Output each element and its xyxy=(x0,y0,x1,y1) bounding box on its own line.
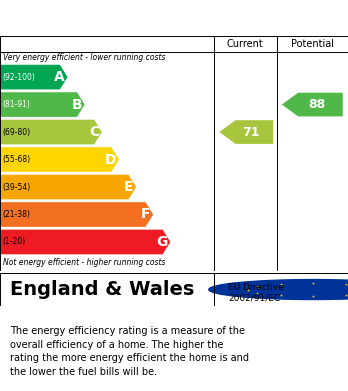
Text: 2002/91/EC: 2002/91/EC xyxy=(228,293,280,302)
Text: Potential: Potential xyxy=(291,39,334,49)
Text: (81-91): (81-91) xyxy=(3,100,31,109)
Text: Not energy efficient - higher running costs: Not energy efficient - higher running co… xyxy=(3,258,166,267)
Text: C: C xyxy=(89,125,99,139)
Text: Energy Efficiency Rating: Energy Efficiency Rating xyxy=(10,8,239,26)
Polygon shape xyxy=(0,175,136,199)
Text: (69-80): (69-80) xyxy=(3,127,31,136)
Text: (21-38): (21-38) xyxy=(3,210,31,219)
Polygon shape xyxy=(0,202,153,227)
Polygon shape xyxy=(219,120,273,144)
Polygon shape xyxy=(0,92,85,117)
Text: G: G xyxy=(156,235,167,249)
Text: D: D xyxy=(105,152,116,167)
Polygon shape xyxy=(0,230,170,254)
Text: (1-20): (1-20) xyxy=(3,237,26,246)
Text: England & Wales: England & Wales xyxy=(10,280,195,299)
Text: 71: 71 xyxy=(242,126,260,138)
Text: The energy efficiency rating is a measure of the
overall efficiency of a home. T: The energy efficiency rating is a measur… xyxy=(10,326,250,377)
Text: (55-68): (55-68) xyxy=(3,155,31,164)
Text: F: F xyxy=(141,208,150,221)
Polygon shape xyxy=(0,120,102,144)
Text: (39-54): (39-54) xyxy=(3,183,31,192)
Text: EU Directive: EU Directive xyxy=(228,283,284,292)
Text: 88: 88 xyxy=(309,98,326,111)
Polygon shape xyxy=(0,147,119,172)
Polygon shape xyxy=(282,93,343,117)
Text: (92-100): (92-100) xyxy=(3,73,35,82)
Text: A: A xyxy=(54,70,65,84)
Text: Current: Current xyxy=(227,39,264,49)
Text: Very energy efficient - lower running costs: Very energy efficient - lower running co… xyxy=(3,53,166,62)
Text: B: B xyxy=(71,98,82,111)
Polygon shape xyxy=(0,65,68,90)
Circle shape xyxy=(209,280,348,300)
Text: E: E xyxy=(124,180,133,194)
